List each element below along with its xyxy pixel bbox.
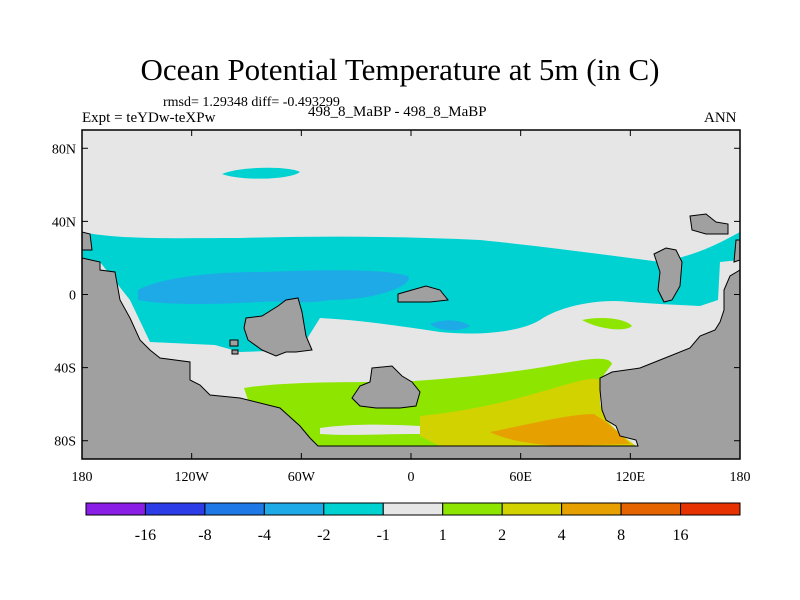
y-tick-label: 0 [69,289,76,304]
stats-label: rmsd= 1.29348 diff= -0.493299 [163,95,340,110]
equatorial-blue-patch [138,270,409,304]
case-label: 498_8_MaBP - 498_8_MaBP [308,104,487,120]
land-island-1 [243,297,313,357]
small-green-patch [582,318,632,330]
colorbar-swatch [85,502,146,516]
y-tick-label: 40N [52,215,76,230]
x-axis: 180 120W 60W 0 60E 120E 180 [72,130,751,485]
arctic-cooling-patch [222,167,300,179]
y-axis: 80N 40N 0 40S 80S [52,142,740,450]
x-tick-label: 120E [616,470,646,485]
y-tick-label: 40S [54,362,76,377]
colorbar: -16 -8 -4 -2 -1 1 2 4 8 16 [85,502,741,544]
colorbar-swatch [620,502,682,516]
x-tick-label: 0 [408,470,415,485]
land-west-continent [81,257,741,460]
x-tick-label: 60W [288,470,316,485]
colorbar-label: 4 [558,527,566,544]
y-tick-label: 80N [52,142,76,157]
land-island-east [653,247,683,303]
x-tick-label: 60E [509,470,532,485]
colorbar-swatch [144,502,206,516]
colorbar-label: -8 [198,527,211,544]
colorbar-label: 1 [439,527,447,544]
colorbar-swatch [263,502,325,516]
land-island-2 [351,365,421,409]
colorbar-swatch [561,502,622,516]
colorbar-label: 8 [617,527,625,544]
land-small-2 [231,349,239,355]
x-tick-label: 120W [175,470,210,485]
x-tick-label: 180 [72,470,93,485]
land-small-1 [229,339,239,347]
y-tick-label: 80S [54,435,76,450]
colorbar-label: 2 [498,527,506,544]
colorbar-label: 16 [673,527,689,544]
season-label: ANN [704,110,737,126]
grey-strip [320,424,420,435]
indian-blue-patch [430,320,470,331]
colorbar-swatch [501,502,563,516]
colorbar-swatch [382,502,444,516]
experiment-label: Expt = teYDw-teXPw [82,110,216,126]
warming-orange-region [490,414,630,446]
colorbar-label: -2 [317,527,330,544]
colorbar-label: -16 [135,527,156,544]
chart-title: Ocean Potential Temperature at 5m (in C) [140,52,660,87]
land-north-east [689,213,729,235]
colorbar-label: -4 [258,527,271,544]
colorbar-swatch [323,502,384,516]
x-tick-label: 180 [730,470,751,485]
colorbar-label: -1 [377,527,390,544]
colorbar-swatch [204,502,265,516]
land-west-edge [81,231,93,251]
land-island-3 [397,285,449,303]
colorbar-swatch [442,502,503,516]
colorbar-swatch [680,502,741,516]
